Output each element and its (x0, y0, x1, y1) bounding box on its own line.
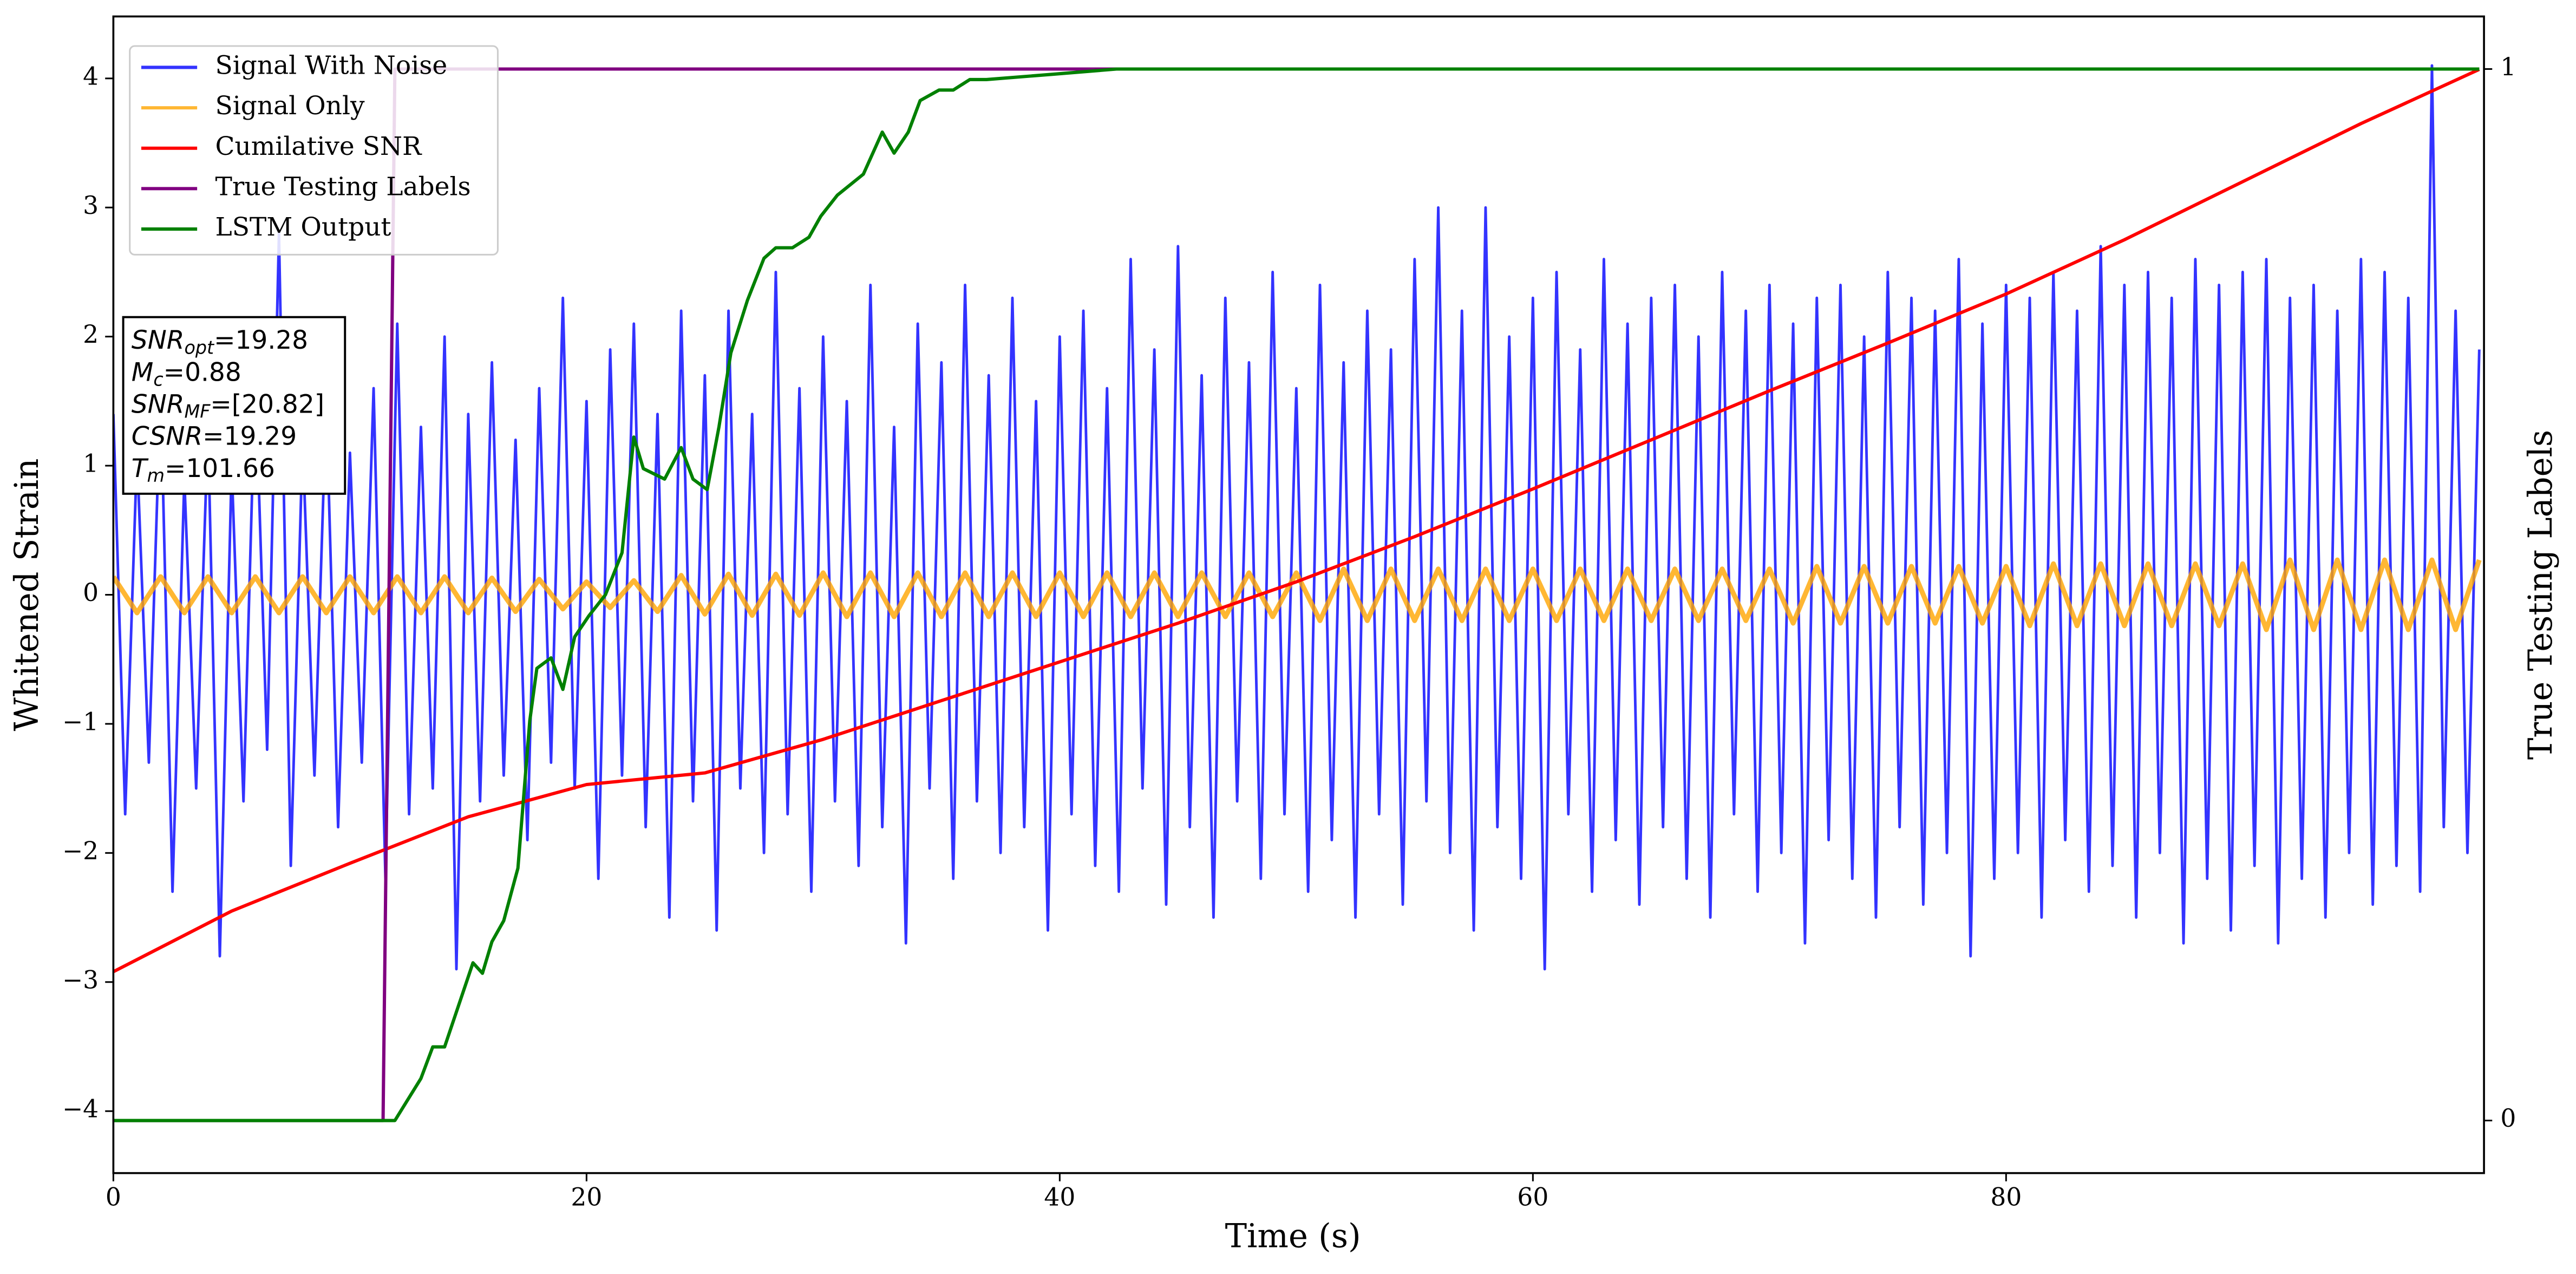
annotation-symbol: CSNR (132, 421, 202, 451)
annotation-value: =0.88 (164, 357, 241, 387)
annotation-subscript: MF (184, 401, 211, 422)
axes-frame (112, 15, 2485, 1174)
legend-label: Signal With Noise (215, 50, 448, 80)
annotation-value: =[20.82] (210, 389, 324, 419)
annotation-line: SNRopt=19.28 (132, 325, 308, 358)
y-tick-label: 0 (83, 578, 99, 607)
y-tick-label: 2 (83, 320, 99, 349)
annotation-line: Mc=0.88 (132, 357, 241, 390)
series-line (113, 64, 2481, 971)
y-tick-label: −2 (62, 837, 99, 865)
y2-axis-label: True Testing Labels (2522, 430, 2560, 760)
annotation-line: SNRMF=[20.82] (132, 389, 324, 422)
annotation-subscript: c (153, 369, 163, 390)
annotation-subscript: opt (184, 337, 215, 358)
legend-label: Cumilative SNR (215, 132, 423, 161)
y-tick-label: −1 (62, 707, 99, 736)
annotation-subscript: m (147, 465, 165, 486)
y2-tick-label: 0 (2500, 1104, 2516, 1133)
annotation-symbol: SNR (132, 325, 185, 355)
x-tick-label: 0 (106, 1183, 121, 1212)
legend-box (129, 45, 499, 256)
series-line (113, 68, 2480, 974)
legend-label: Signal Only (215, 91, 365, 121)
y-tick-label: −4 (62, 1095, 99, 1123)
x-axis-label: Time (s) (1225, 1218, 1361, 1256)
annotation-value: =19.28 (214, 325, 308, 355)
y-tick-label: 4 (83, 62, 99, 90)
annotation-line: Tm=101.66 (132, 453, 275, 486)
y-axis-label: Whitened Strain (8, 459, 46, 731)
plot-area (113, 64, 2482, 1122)
legend-label: LSTM Output (215, 212, 391, 242)
x-tick-label: 40 (1044, 1183, 1075, 1212)
legend-label: True Testing Labels (215, 172, 471, 201)
annotation-symbol: T (132, 453, 149, 483)
y-tick-label: 1 (83, 449, 99, 478)
series-line (113, 557, 2482, 632)
annotation-line: CSNR=19.29 (132, 421, 297, 451)
y2-tick-label: 1 (2500, 53, 2516, 81)
series-line (113, 67, 2480, 1122)
x-tick-label: 60 (1517, 1183, 1548, 1212)
y-tick-label: −3 (62, 965, 99, 994)
annotation-value: =101.66 (165, 453, 275, 483)
x-tick-label: 80 (1990, 1183, 2022, 1212)
annotation-box (122, 316, 346, 495)
annotation-symbol: SNR (132, 389, 185, 419)
y-tick-label: 3 (83, 191, 99, 220)
annotation-symbol: M (132, 357, 154, 387)
x-tick-label: 20 (571, 1183, 602, 1212)
annotation-value: =19.29 (202, 421, 297, 451)
